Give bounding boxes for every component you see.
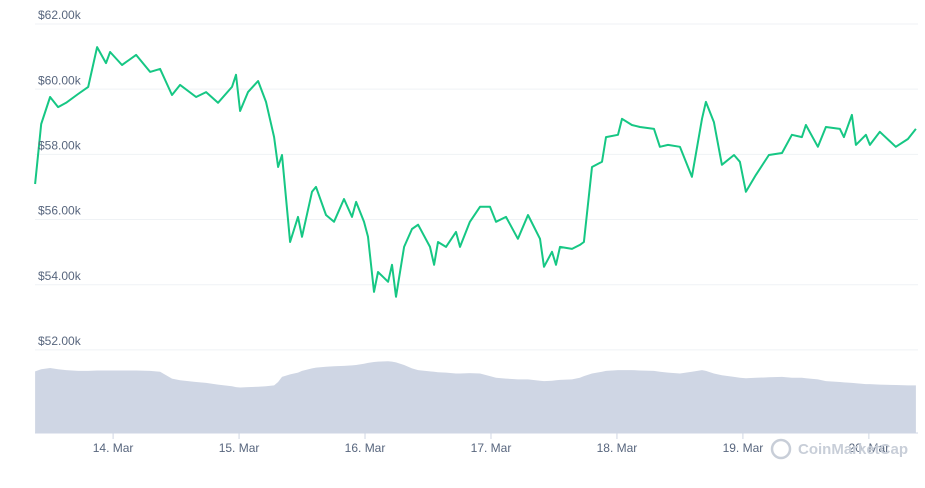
- y-tick-label: $58.00k: [38, 139, 82, 153]
- x-tick-label: 18. Mar: [597, 441, 638, 455]
- price-line: [34, 46, 917, 298]
- x-tick-label: 14. Mar: [93, 441, 134, 455]
- y-tick-label: $60.00k: [38, 73, 82, 87]
- watermark-logo: [770, 438, 792, 460]
- x-tick-label: 16. Mar: [345, 441, 386, 455]
- y-tick-label: $54.00k: [38, 269, 82, 283]
- y-tick-label: $56.00k: [38, 204, 82, 218]
- plot: $52.00k $54.00k $56.00k $58.00k $60.00k $62.0…: [34, 8, 918, 455]
- watermark: CoinMarketCap: [770, 438, 908, 460]
- x-tick-label: 17. Mar: [471, 441, 512, 455]
- x-tick-label: 20. Mar: [849, 441, 890, 455]
- x-tick-label: 15. Mar: [219, 441, 260, 455]
- y-tick-label: $62.00k: [38, 8, 82, 22]
- watermark-text: CoinMarketCap: [798, 441, 908, 458]
- volume-area: [35, 361, 916, 433]
- y-tick-label: $52.00k: [38, 334, 82, 348]
- x-tick-label: 19. Mar: [723, 441, 764, 455]
